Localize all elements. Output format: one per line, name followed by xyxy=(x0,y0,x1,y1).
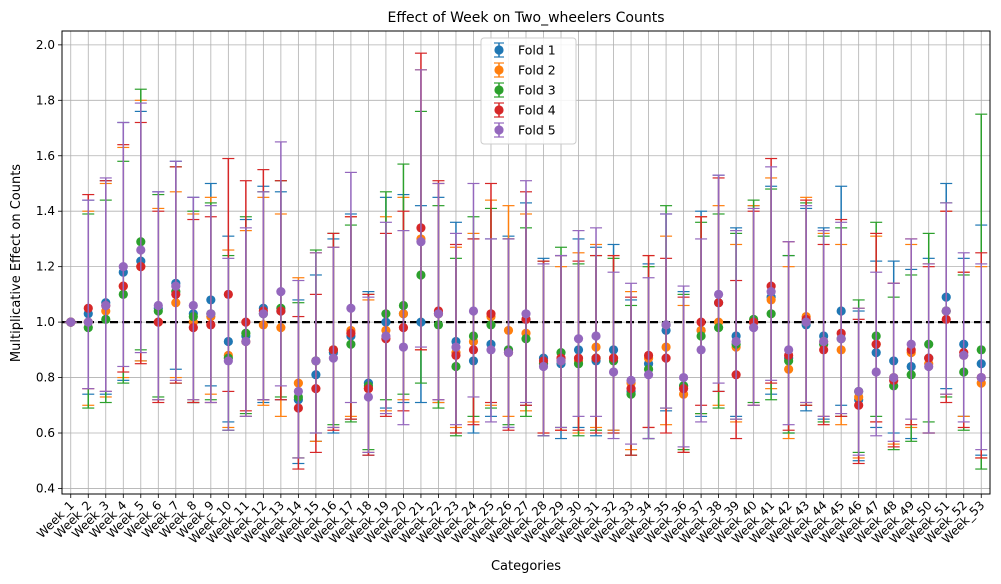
data-point xyxy=(766,287,776,297)
legend-label: Fold 1 xyxy=(518,43,556,58)
data-point xyxy=(714,289,724,299)
data-point xyxy=(661,320,671,330)
legend-label: Fold 5 xyxy=(518,123,556,138)
legend-marker xyxy=(494,125,504,135)
data-point xyxy=(328,353,338,363)
series-5 xyxy=(64,69,988,459)
x-axis-label: Categories xyxy=(491,559,561,574)
data-point xyxy=(976,372,986,383)
legend: Fold 1 Fold 2 Fold 3 Fold 4 Fold 5 xyxy=(480,37,577,145)
legend-entry: Fold 5 xyxy=(494,122,556,138)
legend-entry: Fold 1 xyxy=(494,42,556,58)
data-point xyxy=(153,300,163,311)
y-tick-label: 1.8 xyxy=(36,93,55,107)
y-tick-label: 2.0 xyxy=(36,38,55,52)
data-point xyxy=(556,356,566,366)
y-tick-label: 0.4 xyxy=(36,481,55,495)
legend-label: Fold 2 xyxy=(518,63,556,78)
data-point xyxy=(538,361,549,372)
data-point xyxy=(258,309,268,319)
data-point xyxy=(381,331,391,341)
data-point xyxy=(223,356,233,366)
data-point xyxy=(486,345,496,355)
data-point xyxy=(678,372,689,383)
y-axis-label: Multiplicative Effect on Counts xyxy=(9,164,24,362)
legend-marker xyxy=(494,85,504,95)
data-point xyxy=(346,303,356,313)
data-series xyxy=(64,52,988,470)
y-tick-label: 1.6 xyxy=(36,149,55,163)
data-point xyxy=(293,386,303,397)
data-point xyxy=(276,287,286,297)
data-point xyxy=(206,309,216,319)
legend-entry: Fold 3 xyxy=(494,82,556,98)
data-point xyxy=(521,309,531,319)
legend-marker xyxy=(494,105,504,115)
data-point xyxy=(749,323,759,333)
data-point xyxy=(801,317,811,327)
data-point xyxy=(608,367,619,377)
data-point xyxy=(819,336,829,347)
y-tick-label: 0.6 xyxy=(36,426,55,440)
data-point xyxy=(101,300,111,311)
data-point xyxy=(591,331,601,341)
data-point xyxy=(416,237,426,247)
legend-marker xyxy=(494,65,504,75)
data-point xyxy=(784,345,794,355)
legend-marker xyxy=(494,45,504,55)
data-point xyxy=(889,372,899,383)
y-tick-label: 0.8 xyxy=(36,371,55,385)
legend-label: Fold 3 xyxy=(518,83,556,98)
data-point xyxy=(118,262,128,272)
data-point xyxy=(188,300,198,311)
data-point xyxy=(363,392,374,402)
data-point xyxy=(906,339,916,349)
data-point xyxy=(941,306,951,316)
data-point xyxy=(83,317,93,327)
data-point xyxy=(468,306,479,316)
data-point xyxy=(573,334,584,344)
data-point xyxy=(836,334,846,344)
y-tick-label: 1.4 xyxy=(36,204,55,218)
data-point xyxy=(66,317,76,327)
y-tick-label: 1.0 xyxy=(36,315,55,329)
legend-box xyxy=(480,37,577,145)
data-point xyxy=(241,336,251,347)
data-point xyxy=(451,342,461,352)
data-point xyxy=(311,356,321,366)
chart-title: Effect of Week on Two_wheelers Counts xyxy=(387,10,664,26)
data-point xyxy=(136,245,146,255)
y-tick-label: 1.2 xyxy=(36,260,55,274)
data-point xyxy=(696,345,706,355)
data-point xyxy=(503,348,514,358)
data-point xyxy=(643,370,654,380)
data-point xyxy=(433,309,444,319)
legend-entry: Fold 2 xyxy=(494,62,556,78)
data-point xyxy=(871,367,881,377)
data-point xyxy=(171,281,181,291)
data-point xyxy=(398,342,409,352)
data-point xyxy=(924,361,934,372)
data-point xyxy=(626,375,636,385)
plot-frame xyxy=(61,30,991,495)
legend-label: Fold 4 xyxy=(518,103,556,118)
axes: 0.40.60.81.01.21.41.61.82.0Week_1Week_2W… xyxy=(34,30,991,546)
data-point xyxy=(731,336,741,347)
data-point xyxy=(959,350,969,360)
legend-entry: Fold 4 xyxy=(494,102,556,118)
data-point xyxy=(854,386,864,397)
